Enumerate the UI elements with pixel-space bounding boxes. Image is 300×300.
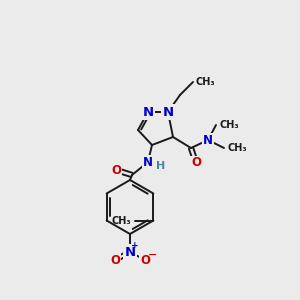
Text: CH₃: CH₃ xyxy=(112,215,131,226)
Text: O: O xyxy=(140,254,150,266)
Text: +: + xyxy=(131,242,139,250)
Text: N: N xyxy=(143,155,153,169)
Text: N: N xyxy=(142,106,154,118)
Text: H: H xyxy=(156,161,166,171)
Text: O: O xyxy=(110,254,120,266)
Text: O: O xyxy=(111,164,121,176)
Text: CH₃: CH₃ xyxy=(227,143,247,153)
Text: CH₃: CH₃ xyxy=(219,120,239,130)
Text: CH₃: CH₃ xyxy=(195,77,214,87)
Text: N: N xyxy=(203,134,213,146)
Text: O: O xyxy=(191,157,201,169)
Text: N: N xyxy=(162,106,174,118)
Text: N: N xyxy=(124,245,136,259)
Text: −: − xyxy=(148,250,158,260)
